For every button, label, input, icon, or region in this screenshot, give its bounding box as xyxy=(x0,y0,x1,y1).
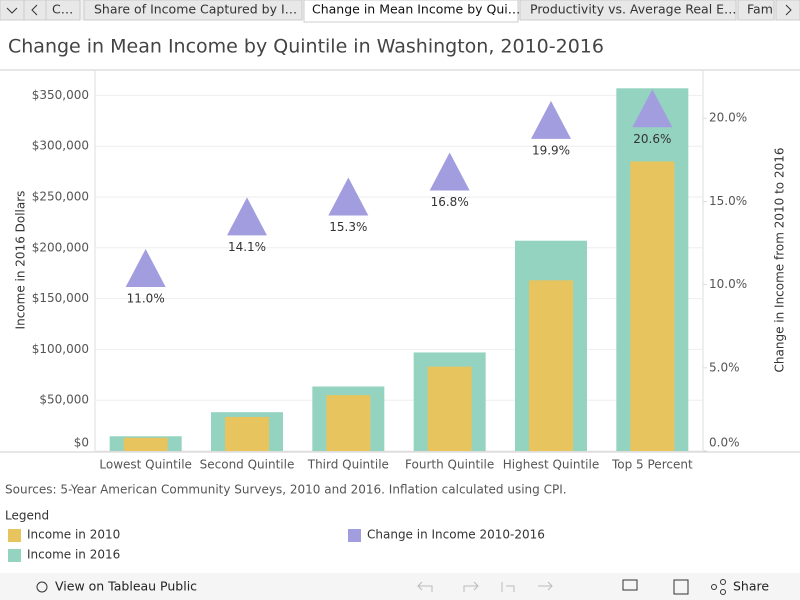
change-marker xyxy=(429,152,470,191)
icon xyxy=(785,4,792,16)
tab-label: Fam xyxy=(747,2,773,17)
y2-tick-label: 20.0% xyxy=(709,111,747,125)
toolbar xyxy=(0,573,800,600)
fullscreen-icon[interactable] xyxy=(673,579,689,595)
legend-swatch xyxy=(8,549,21,562)
y-tick-label: $0 xyxy=(74,436,89,450)
data-label: 20.6% xyxy=(633,132,671,146)
tab[interactable] xyxy=(83,0,303,21)
tab-label: Productivity vs. Average Real E… xyxy=(530,2,737,17)
tab-label: C… xyxy=(52,2,73,17)
data-label: 14.1% xyxy=(228,240,266,254)
y-axis-title: Income in 2016 Dollars xyxy=(14,191,28,330)
y-tick-label: $350,000 xyxy=(32,88,89,102)
legend-label: Income in 2010 xyxy=(27,528,120,542)
tab-label: Share of Income Captured by I… xyxy=(94,2,297,17)
tab-menu[interactable] xyxy=(0,0,25,21)
legend-title: Legend xyxy=(5,509,49,523)
x-tick-label: Top 5 Percent xyxy=(611,458,693,472)
source-note: Sources: 5-Year American Community Surve… xyxy=(5,483,567,497)
download-icon[interactable] xyxy=(622,579,638,591)
data-label: 15.3% xyxy=(329,220,367,234)
legend-swatch xyxy=(8,529,21,542)
view-button[interactable]: View on Tableau Public xyxy=(36,579,197,594)
share-label[interactable]: Share xyxy=(733,579,769,594)
bar xyxy=(630,161,675,451)
view-label: View on Tableau Public xyxy=(55,579,197,594)
y2-axis-title: Change in Income from 2010 to 2016 xyxy=(773,148,787,373)
x-tick-label: Second Quintile xyxy=(200,458,295,472)
revert-icon[interactable] xyxy=(501,582,515,592)
undo-icon[interactable] xyxy=(417,581,433,592)
y-tick-label: $150,000 xyxy=(32,291,89,305)
change-marker xyxy=(531,100,571,139)
tab-prev[interactable] xyxy=(23,0,47,21)
redo-icon[interactable] xyxy=(463,581,479,592)
chart-title: Change in Mean Income by Quintile in Was… xyxy=(8,36,604,58)
x-tick-label: Lowest Quintile xyxy=(99,458,192,472)
y-tick-label: $200,000 xyxy=(32,240,89,254)
tab[interactable] xyxy=(519,0,737,21)
data-label: 19.9% xyxy=(532,143,570,157)
icon xyxy=(36,581,48,593)
y2-tick-label: 5.0% xyxy=(709,360,740,374)
bar xyxy=(427,366,472,451)
tab-label: Change in Mean Income by Qui… xyxy=(312,2,520,17)
change-marker xyxy=(328,177,369,216)
x-tick-label: Highest Quintile xyxy=(503,458,599,472)
legend-label: Change in Income 2010-2016 xyxy=(367,528,545,542)
icon xyxy=(6,7,18,14)
change-marker xyxy=(125,248,166,287)
legend-label: Income in 2016 xyxy=(27,548,120,562)
grid xyxy=(95,94,703,452)
share-icon xyxy=(720,589,726,595)
legend-swatch xyxy=(348,529,361,542)
bar xyxy=(123,437,168,451)
bar xyxy=(225,416,269,451)
change-marker xyxy=(632,89,673,128)
y2-tick-label: 0.0% xyxy=(709,436,740,450)
tab-next[interactable] xyxy=(775,0,800,21)
x-tick-label: Fourth Quintile xyxy=(405,458,494,472)
bar xyxy=(326,395,371,451)
data-label: 16.8% xyxy=(431,195,469,209)
y-tick-label: $50,000 xyxy=(39,393,89,407)
tabs: C… Share of Income Captured by I… Change… xyxy=(0,0,800,23)
y-tick-label: $300,000 xyxy=(32,139,89,153)
y2-tick-label: 15.0% xyxy=(709,194,747,208)
y-tick-label: $100,000 xyxy=(32,342,89,356)
tab-active[interactable] xyxy=(303,0,519,23)
tab[interactable] xyxy=(45,0,81,21)
bar xyxy=(529,280,573,451)
toolbar-icons xyxy=(417,581,553,592)
change-marker xyxy=(227,197,267,236)
toolbar-icons-dark xyxy=(622,579,726,595)
icon xyxy=(31,4,38,16)
tab[interactable] xyxy=(737,0,775,21)
y2-tick-label: 10.0% xyxy=(709,277,747,291)
legend: Income in 2010 Income in 2016 Change in In… xyxy=(8,528,545,562)
refresh-icon[interactable] xyxy=(538,581,553,591)
y-tick-label: $250,000 xyxy=(32,190,89,204)
x-tick-label: Third Quintile xyxy=(307,458,389,472)
share-icon xyxy=(711,584,717,590)
data-label: 11.0% xyxy=(127,291,165,305)
share-icon xyxy=(720,579,726,585)
